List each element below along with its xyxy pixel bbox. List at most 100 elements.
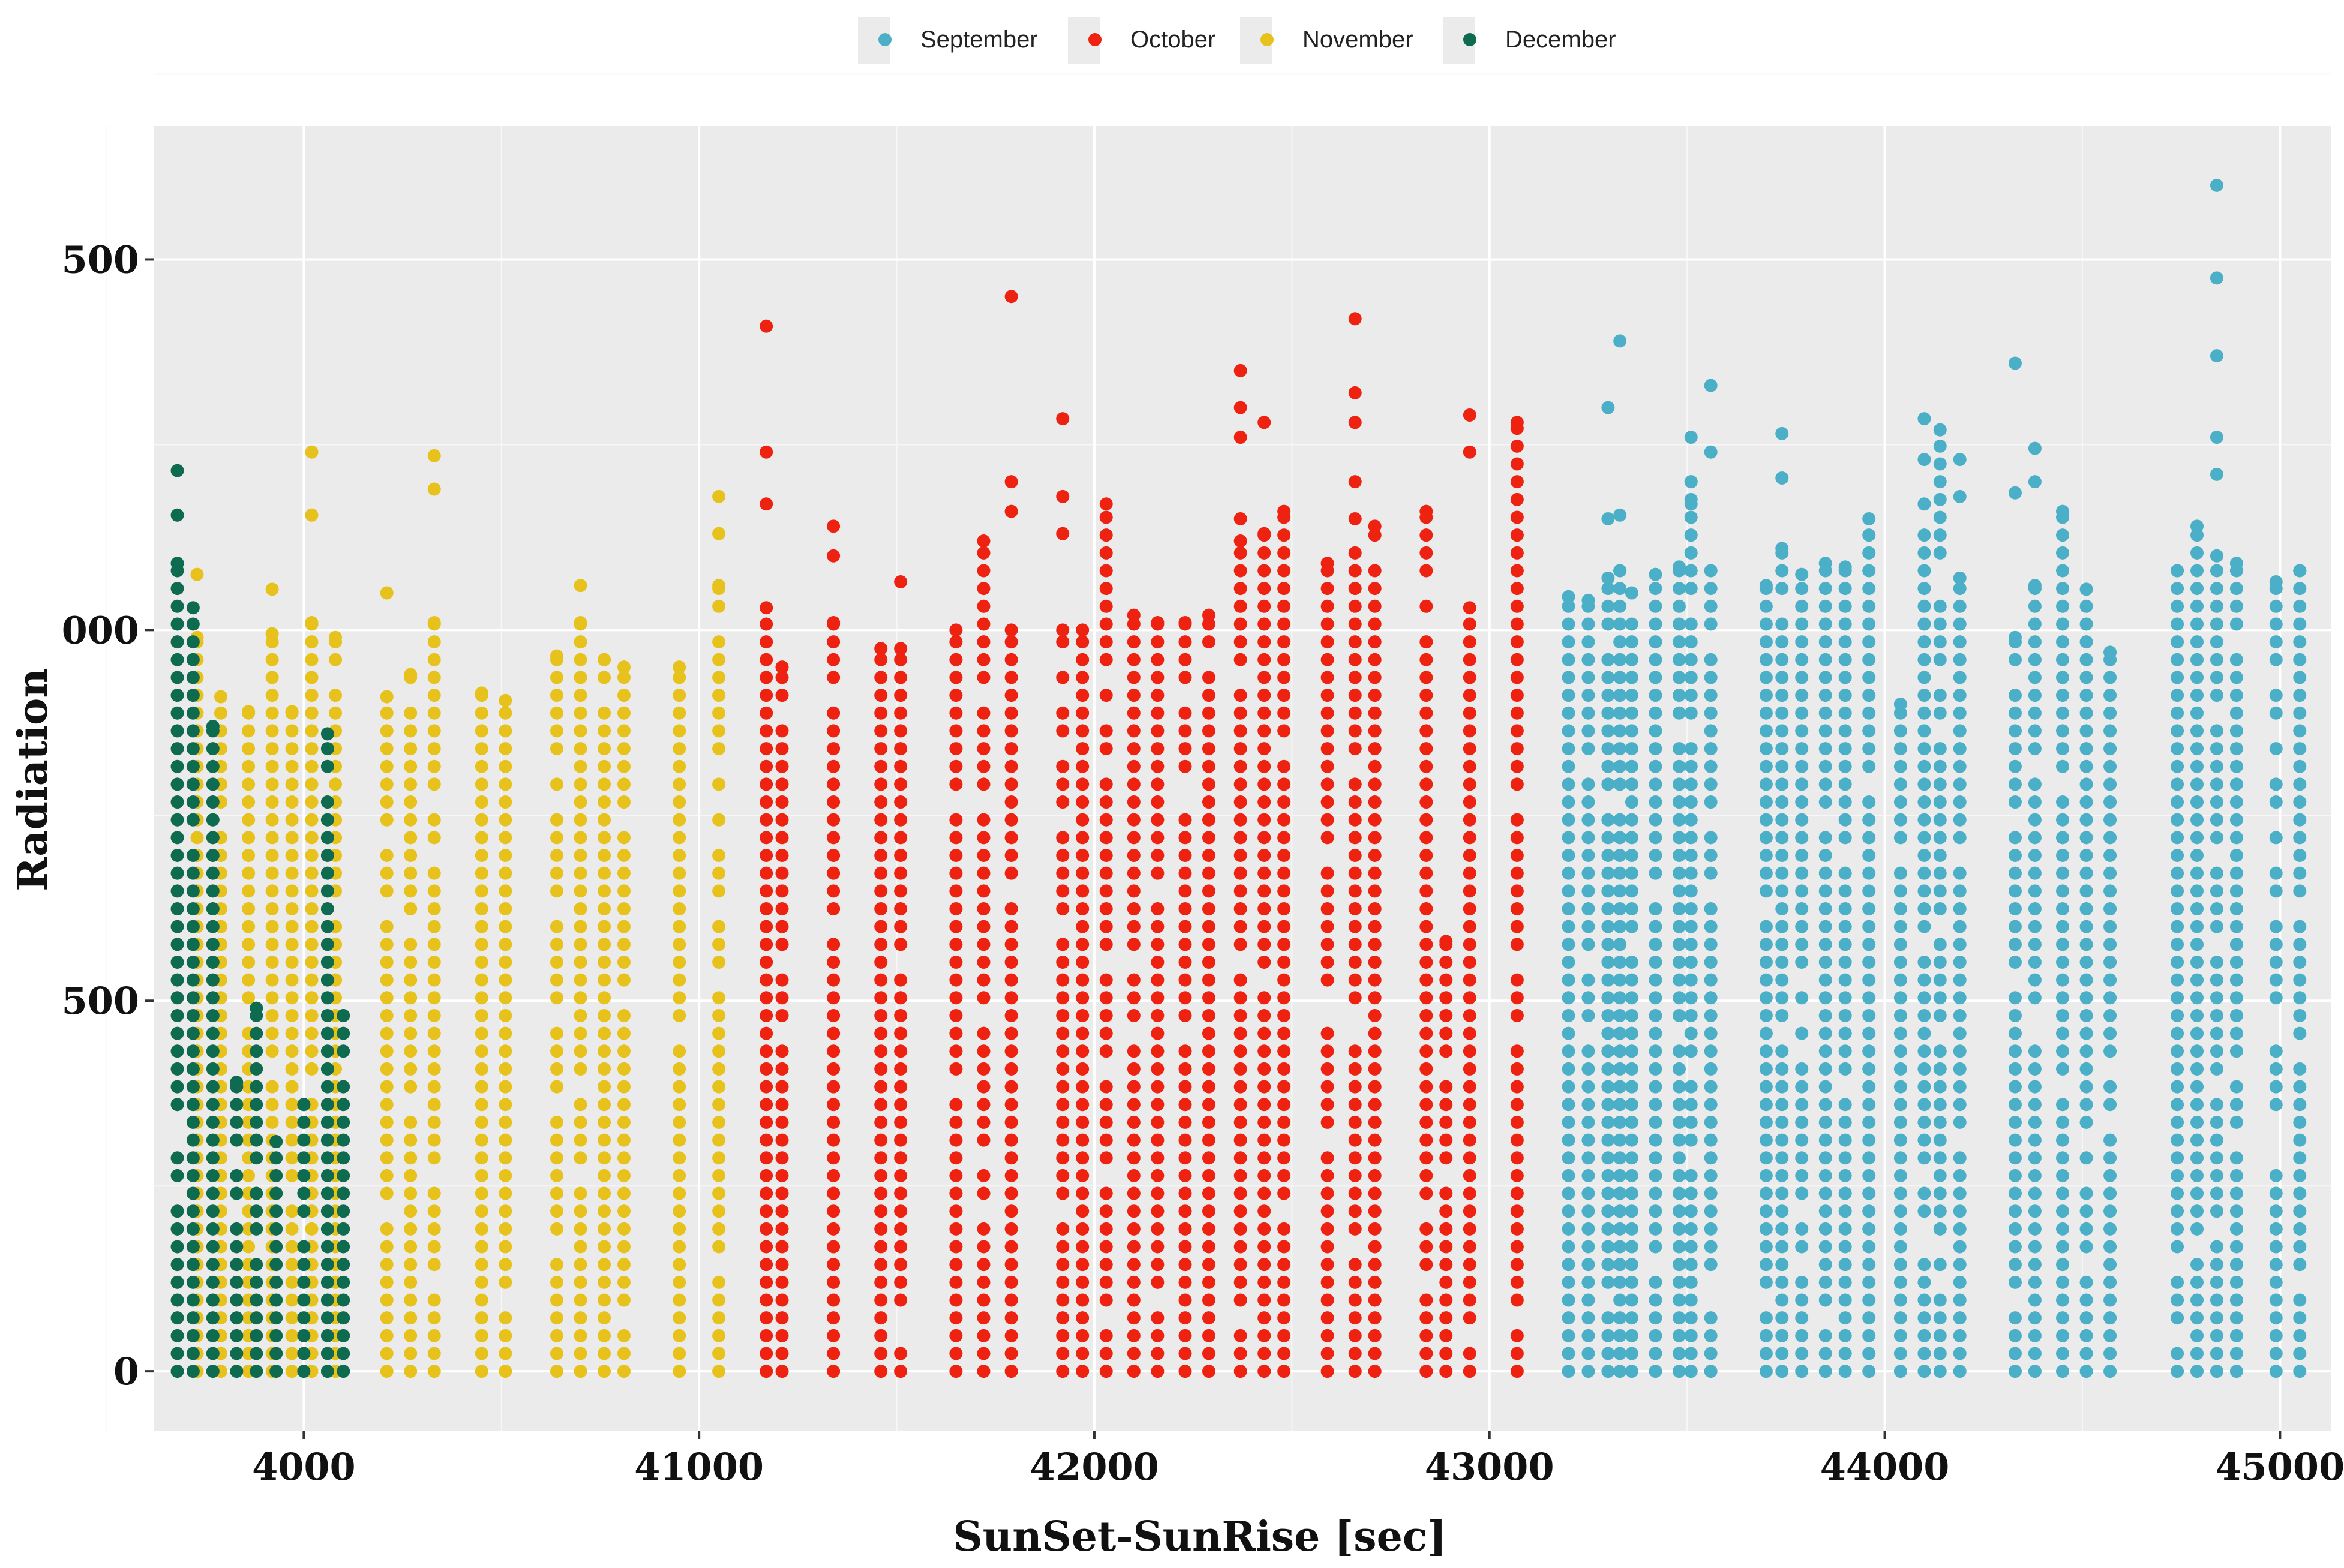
november-outlier-point — [305, 445, 319, 459]
september-point — [1933, 1169, 1947, 1182]
september-point — [2056, 955, 2070, 969]
november-point — [574, 1098, 587, 1112]
september-point — [1704, 1115, 1718, 1129]
october-point — [1368, 1329, 1382, 1342]
september-point — [1704, 599, 1718, 613]
october-point — [1419, 849, 1433, 863]
october-point — [1320, 689, 1334, 702]
september-point — [1933, 1365, 1947, 1378]
november-point — [550, 724, 563, 738]
october-point — [1348, 884, 1362, 898]
october-point — [827, 759, 841, 773]
october-point — [874, 866, 888, 880]
november-point — [380, 991, 394, 1005]
september-point — [1581, 1311, 1595, 1325]
november-point — [598, 1008, 611, 1022]
september-point — [1601, 1222, 1615, 1236]
legend: September October November December — [858, 17, 1616, 64]
september-point — [1684, 1347, 1698, 1360]
september-point — [1649, 1365, 1662, 1378]
october-point — [1419, 1365, 1433, 1378]
october-point — [1076, 849, 1090, 863]
september-point — [1795, 1115, 1809, 1129]
september-point — [1684, 866, 1698, 880]
october-point — [775, 1204, 789, 1218]
september-point — [1613, 1026, 1627, 1040]
september-point — [1601, 582, 1615, 596]
september-point — [2103, 849, 2117, 863]
september-point — [1795, 1169, 1809, 1182]
october-point — [894, 1008, 908, 1022]
november-outlier-point — [380, 586, 394, 600]
october-point — [874, 706, 888, 720]
october-point — [1056, 623, 1070, 637]
september-point — [2229, 557, 2243, 570]
december-point — [297, 1258, 311, 1272]
september-point — [1818, 1133, 1832, 1147]
october-point — [1463, 1151, 1476, 1165]
september-point — [2190, 938, 2204, 951]
september-point — [1862, 1258, 1876, 1272]
november-point — [712, 1186, 726, 1200]
september-point — [1795, 1311, 1809, 1325]
october-point — [1178, 955, 1192, 969]
october-point — [1056, 1044, 1070, 1058]
october-point — [1348, 938, 1362, 951]
november-point — [550, 671, 563, 684]
october-point — [1178, 1275, 1192, 1289]
october-point — [1463, 1062, 1476, 1076]
september-point — [2269, 991, 2283, 1005]
november-point — [265, 724, 279, 738]
october-point — [1076, 1008, 1090, 1022]
october-point — [1004, 1365, 1018, 1378]
september-point — [2028, 1240, 2042, 1254]
october-point — [1178, 813, 1192, 827]
october-point — [1510, 689, 1524, 702]
september-point — [1672, 1008, 1686, 1022]
october-point — [1368, 1204, 1382, 1218]
september-point — [1562, 884, 1575, 898]
september-point — [1684, 1026, 1698, 1040]
september-point — [2210, 795, 2223, 809]
october-point — [1419, 938, 1433, 951]
y-tick-label: 0 — [113, 1350, 139, 1393]
october-point — [1127, 902, 1141, 915]
october-point — [1510, 706, 1524, 720]
october-point — [874, 1275, 888, 1289]
september-point — [2171, 564, 2184, 578]
october-point — [1202, 1240, 1216, 1254]
october-point — [1257, 1240, 1271, 1254]
september-outlier-point — [2008, 356, 2022, 370]
october-point — [1419, 1293, 1433, 1307]
october-point — [1076, 1133, 1090, 1147]
october-point — [1151, 1240, 1165, 1254]
october-point — [1099, 528, 1113, 542]
september-point — [1625, 973, 1638, 987]
september-point — [1672, 813, 1686, 827]
september-point — [1933, 475, 1947, 489]
september-point — [1795, 795, 1809, 809]
september-point — [2028, 849, 2042, 863]
october-point — [775, 724, 789, 738]
october-point — [1348, 1329, 1362, 1342]
september-point — [1759, 599, 1773, 613]
september-point — [2269, 689, 2283, 702]
october-point — [1004, 759, 1018, 773]
october-point — [827, 991, 841, 1005]
september-point — [2056, 1329, 2070, 1342]
october-point — [874, 1080, 888, 1094]
december-point — [170, 1080, 184, 1094]
september-point — [1795, 582, 1809, 596]
september-point — [2171, 1151, 2184, 1165]
october-point — [1277, 689, 1291, 702]
september-point — [1775, 542, 1789, 555]
october-point — [1202, 1347, 1216, 1360]
october-point — [1202, 938, 1216, 951]
september-point — [2269, 599, 2283, 613]
october-point — [1202, 1062, 1216, 1076]
september-point — [2190, 1329, 2204, 1342]
september-point — [1953, 1186, 1967, 1200]
october-point — [1510, 1080, 1524, 1094]
december-point — [337, 1329, 350, 1342]
october-point — [1127, 1186, 1141, 1200]
